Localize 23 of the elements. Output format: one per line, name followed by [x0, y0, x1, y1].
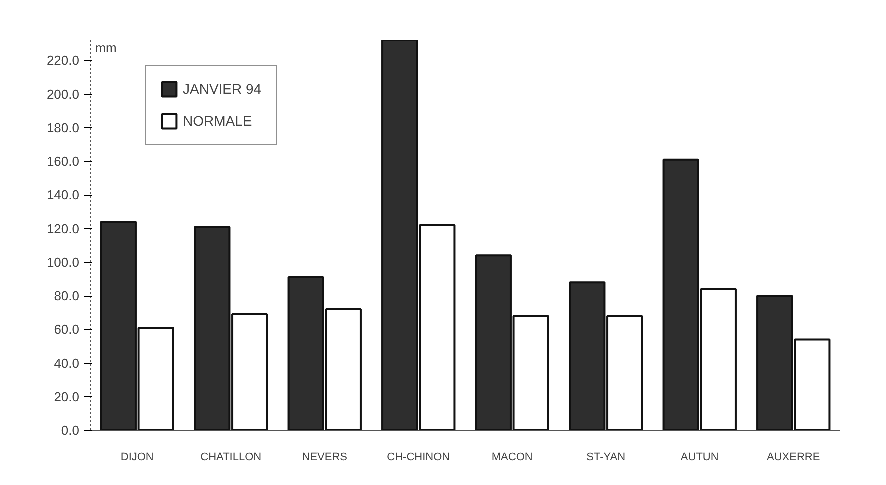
y-tick-label: 120.0 — [46, 221, 80, 236]
y-tick-label: 220.0 — [46, 53, 80, 68]
y-tick-label: 140.0 — [46, 188, 80, 203]
legend-label: NORMALE — [183, 113, 252, 129]
x-tick-label: MACON — [492, 452, 533, 464]
x-tick-label: AUXERRE — [767, 452, 820, 464]
y-axis-title: mm — [95, 40, 117, 56]
legend-label: JANVIER 94 — [183, 81, 262, 97]
x-tick-label: NEVERS — [302, 452, 348, 464]
y-tick-label: 200.0 — [46, 86, 80, 102]
y-tick-label: 160.0 — [46, 154, 80, 170]
y-tick-label: 80.0 — [54, 288, 80, 304]
y-tick-label: 60.0 — [54, 322, 80, 338]
y-tick-label: 100.0 — [46, 254, 80, 270]
y-tick-label: 0.0 — [61, 423, 80, 438]
x-tick-label: ST-YAN — [586, 452, 626, 464]
y-tick-label: 180.0 — [46, 120, 80, 136]
y-tick-label: 20.0 — [54, 389, 80, 404]
x-tick-label: AUTUN — [680, 452, 719, 464]
x-tick-label: CH-CHINON — [387, 452, 450, 464]
y-tick-label: 40.0 — [54, 356, 80, 371]
x-tick-label: CHATILLON — [200, 452, 262, 464]
x-tick-label: DIJON — [120, 452, 154, 464]
